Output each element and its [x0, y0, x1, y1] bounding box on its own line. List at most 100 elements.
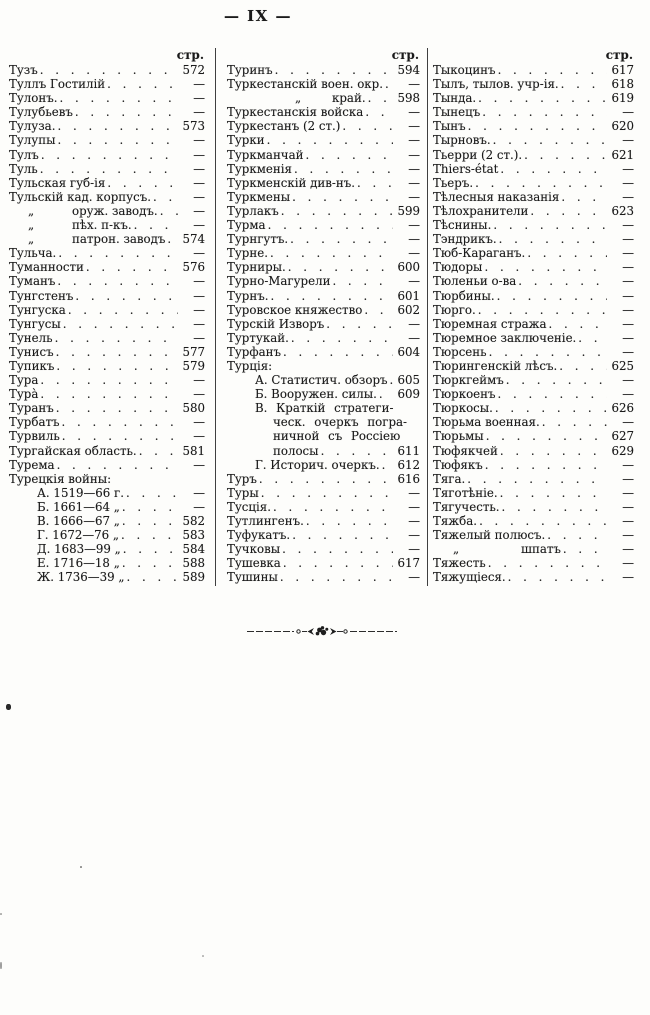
entry-title: Турлакъ	[227, 203, 279, 218]
dot-leader	[122, 556, 178, 570]
page-ref: —	[193, 302, 205, 317]
index-entry: Тьеръ. —	[433, 176, 634, 190]
index-entry: Тюленьи о-ва —	[433, 274, 634, 288]
entry-title: Тюрьмы	[433, 429, 484, 444]
column-divider-rule	[215, 48, 216, 586]
entry-title: Туры	[227, 485, 259, 500]
page-ref: —	[622, 499, 634, 514]
entry-title: Ж. 1736—39 „	[37, 570, 125, 585]
index-entry: Турфанъ 604	[227, 345, 420, 359]
entry-title: пѣх. п-къ.	[72, 218, 132, 233]
dot-leader	[122, 514, 178, 528]
dot-leader	[518, 274, 607, 288]
index-entry: Тунисъ 577	[9, 345, 205, 359]
entry-title: Турно-Магурели	[227, 274, 331, 289]
dot-leader	[275, 63, 393, 77]
index-entry: полосы 611	[227, 444, 420, 458]
entry-title: Б. 1661—64 „	[37, 499, 120, 514]
index-entry: Тутлингенъ. —	[227, 514, 420, 528]
index-entry: Туманъ —	[9, 274, 205, 288]
page-ref: —	[408, 232, 420, 247]
entry-title: Тюрсень	[433, 344, 487, 359]
page-ref: —	[193, 499, 205, 514]
page-ref: —	[622, 457, 634, 472]
index-entry: Турно-Магурели —	[227, 274, 420, 288]
page-ref: —	[622, 288, 634, 303]
dot-leader	[40, 162, 178, 176]
entry-title: Туръ	[227, 471, 257, 486]
index-entry: Туръ 616	[227, 472, 420, 486]
entry-title: Туркменскій див-нъ.	[227, 175, 355, 190]
entry-title: Тюрингенскій лѣсъ.	[433, 358, 558, 373]
index-entry: Тушины —	[227, 570, 420, 584]
column-divider-rule	[427, 48, 428, 586]
entry-title: Тяжба.	[433, 514, 478, 528]
entry-title: Тулуза.	[9, 119, 56, 134]
dot-leader	[75, 289, 178, 303]
tailpiece-ornament	[247, 626, 397, 636]
page-ref: —	[622, 189, 634, 204]
dot-leader	[493, 218, 607, 232]
entry-title: Туркестанскія войска	[227, 105, 364, 120]
entry-title: Тынъ	[433, 119, 466, 134]
index-entry: Тѣснины. —	[433, 218, 634, 232]
entry-title: Thiers-état	[433, 161, 499, 176]
dot-leader	[478, 91, 607, 105]
page-ref: —	[193, 218, 205, 233]
page-ref: 599	[397, 203, 420, 218]
dot-leader	[498, 387, 607, 401]
ditto-mark: „	[28, 218, 35, 233]
index-entry: Тюб-Караганъ. —	[433, 246, 634, 260]
scan-speck	[80, 866, 82, 868]
index-entry: Тынецъ —	[433, 105, 634, 119]
index-entry: Тулупы —	[9, 133, 205, 147]
dot-leader	[479, 514, 607, 528]
dot-leader	[342, 119, 393, 133]
index-entry: Тюркосы. 626	[433, 401, 634, 415]
page-ref: 623	[611, 203, 634, 218]
dot-leader	[306, 148, 393, 162]
index-column-1: стр. Тузъ572Туллъ Гостилій—Тулонъ.—Тулуб…	[9, 49, 205, 585]
entry-title: Тульскій кад. корпусъ.	[9, 189, 151, 204]
entry-title: Тяжесть	[433, 556, 486, 571]
entry-title: Тюфякчей	[433, 443, 498, 458]
entry-title: ческ. очеркъ погра-	[273, 415, 408, 430]
dot-leader	[484, 260, 607, 274]
index-entry: Тургайская область. 581	[9, 444, 205, 458]
entry-title: Тынецъ	[433, 105, 481, 120]
page-ref: —	[622, 246, 634, 261]
page-ref: —	[622, 316, 634, 331]
entry-title: Турвиль	[9, 429, 60, 444]
index-entry: ческ. очеркъ погра-	[227, 415, 420, 429]
entry-title: Тюркосы.	[433, 401, 493, 416]
page-ref: —	[622, 105, 634, 120]
index-entry: Тура̀ —	[9, 387, 205, 401]
index-entry: Г. 1672—76 „ 583	[9, 528, 205, 542]
page-ref: —	[622, 260, 634, 275]
page-ref: 584	[182, 542, 205, 557]
page-ref: —	[193, 133, 205, 148]
dot-leader	[292, 528, 393, 542]
dot-leader	[508, 570, 607, 584]
dot-leader	[126, 486, 178, 500]
entry-title: Тушины	[227, 570, 278, 585]
page-ref: 602	[397, 302, 420, 317]
index-entry: Турема —	[9, 458, 205, 472]
dot-leader	[549, 317, 607, 331]
page-ref: 620	[611, 119, 634, 134]
page-ref: 576	[182, 260, 205, 275]
dot-leader	[283, 345, 393, 359]
entry-title: Тузъ	[9, 63, 38, 77]
page-ref: —	[193, 189, 205, 204]
dot-leader	[357, 176, 393, 190]
dot-leader	[385, 77, 393, 91]
dot-leader	[57, 274, 178, 288]
page-ref: —	[193, 274, 205, 289]
page-ref: —	[622, 133, 634, 148]
page-ref: —	[193, 91, 205, 106]
page-ref: 629	[611, 443, 634, 458]
entry-title: Тѣлесныя наказанія	[433, 189, 560, 204]
page-ref: —	[408, 161, 420, 176]
page-ref: —	[193, 457, 205, 472]
dot-leader	[259, 472, 393, 486]
